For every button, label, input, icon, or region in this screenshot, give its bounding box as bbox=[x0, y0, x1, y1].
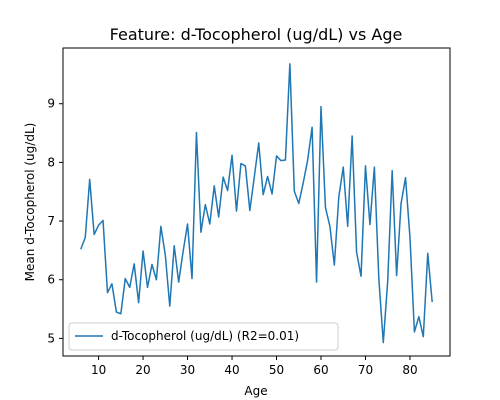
x-tick-label: 30 bbox=[180, 363, 195, 377]
series-line-0 bbox=[80, 63, 433, 344]
x-axis: 10 20 30 40 50 60 70 80 bbox=[91, 356, 418, 377]
x-tick-label: 80 bbox=[402, 363, 417, 377]
legend-entry: d-Tocopherol (ug/dL) (R2=0.01) bbox=[111, 329, 299, 343]
plot-frame bbox=[62, 47, 451, 357]
x-tick-label: 10 bbox=[91, 363, 106, 377]
y-tick-label: 9 bbox=[47, 97, 55, 111]
x-tick-label: 40 bbox=[224, 363, 239, 377]
chart-title: Feature: d-Tocopherol (ug/dL) vs Age bbox=[110, 25, 403, 44]
x-tick-label: 70 bbox=[358, 363, 373, 377]
x-tick-label: 50 bbox=[269, 363, 284, 377]
y-axis: 5 6 7 8 9 bbox=[47, 97, 63, 345]
x-tick-label: 60 bbox=[313, 363, 328, 377]
y-tick-label: 6 bbox=[47, 273, 55, 287]
y-axis-label: Mean d-Tocopherol (ug/dL) bbox=[23, 123, 37, 282]
x-tick-label: 20 bbox=[135, 363, 150, 377]
legend-box bbox=[68, 322, 339, 351]
x-axis-label: Age bbox=[244, 384, 267, 398]
legend: d-Tocopherol (ug/dL) (R2=0.01) bbox=[68, 322, 339, 351]
y-tick-label: 5 bbox=[47, 331, 55, 345]
y-tick-label: 7 bbox=[47, 214, 55, 228]
y-tick-label: 8 bbox=[47, 155, 55, 169]
plot-area bbox=[80, 63, 433, 344]
